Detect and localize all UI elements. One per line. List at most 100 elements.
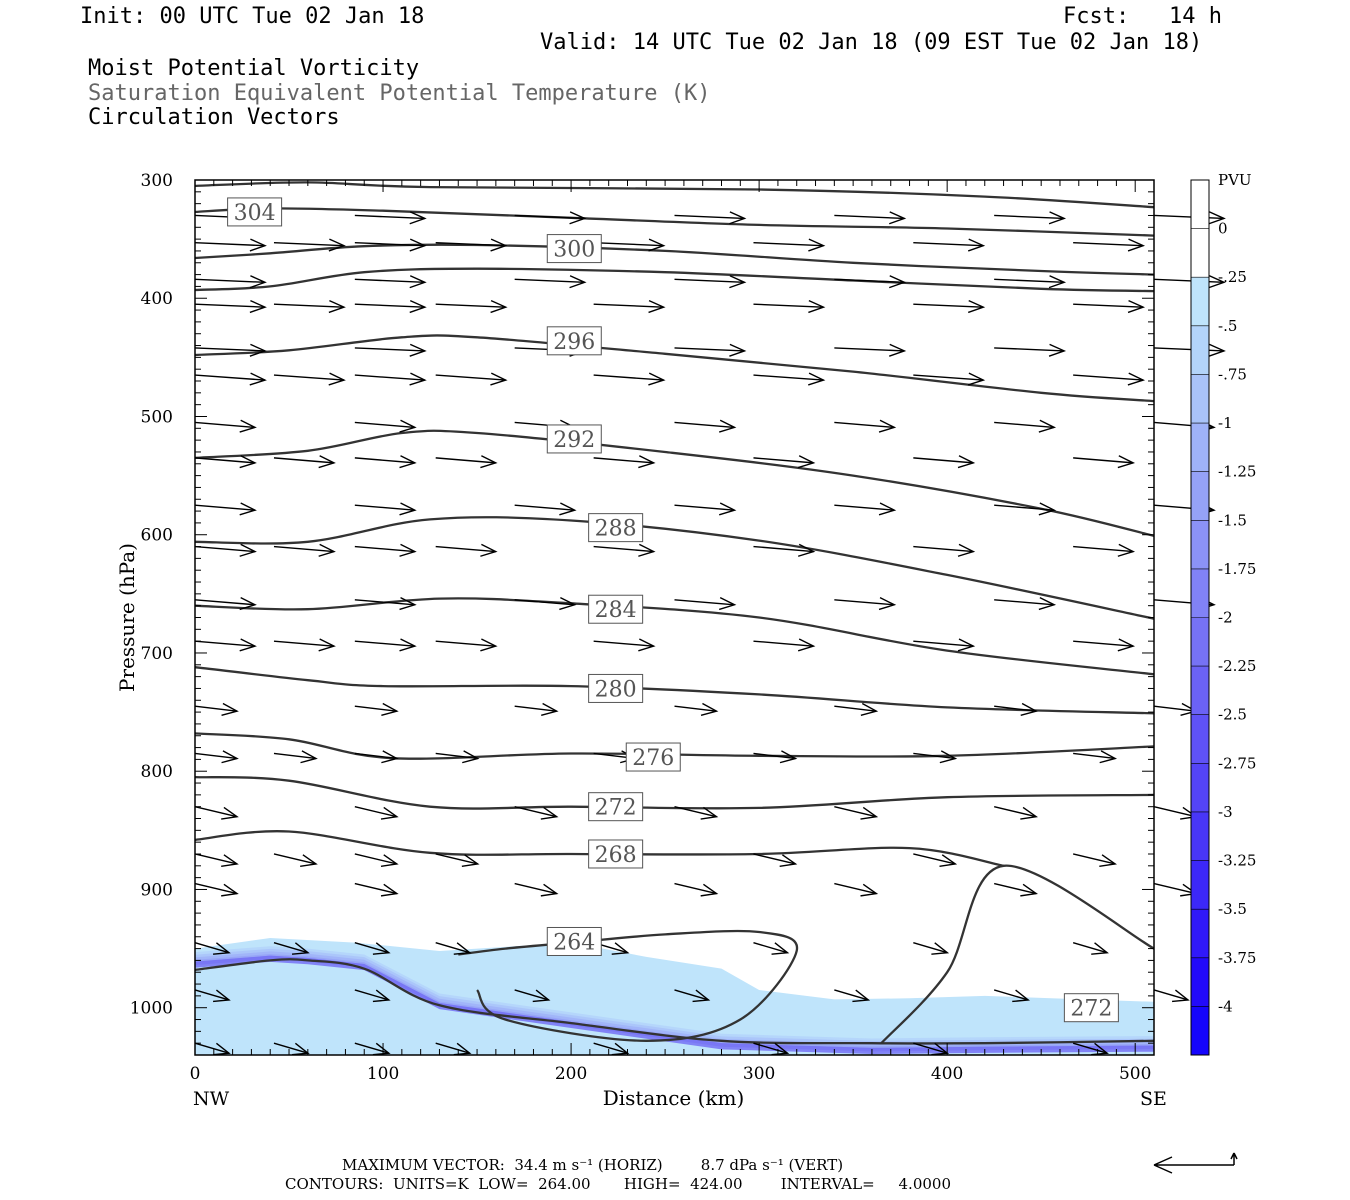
plot-frame: [194, 179, 1155, 1056]
x-end-label-se: SE: [1140, 1088, 1167, 1110]
contour-label: 276: [632, 746, 674, 771]
vector-arrow: [994, 211, 1067, 225]
vector-arrow: [753, 941, 790, 955]
vector-arrow: [194, 455, 257, 469]
colorbar-label: -2.5: [1218, 706, 1247, 724]
vector-arrow: [994, 275, 1067, 289]
vector-arrow: [674, 989, 711, 1003]
contour-label: 272: [1070, 997, 1112, 1022]
vector-arrow: [994, 806, 1039, 820]
contour-line-unlabeled-14: [194, 958, 1155, 1045]
vector-arrow: [194, 638, 257, 652]
reference-vector: [1153, 1152, 1238, 1174]
vector-arrow: [514, 596, 577, 611]
vector-arrow: [354, 750, 399, 764]
vector-arrow: [674, 806, 719, 820]
colorbar-swatch: [1191, 860, 1209, 910]
colorbar-label: -3: [1218, 803, 1233, 821]
contour-line-288: [194, 516, 1155, 620]
colorbar-label: -.5: [1218, 317, 1237, 335]
vector-arrow: [753, 543, 816, 557]
contour-label: 288: [595, 517, 637, 542]
colorbar-swatch: [1191, 811, 1209, 862]
pv-shade-0: [195, 937, 1154, 1055]
vector-arrow: [194, 502, 257, 516]
x-end-label-nw: NW: [193, 1088, 230, 1110]
vector-arrow: [194, 941, 231, 955]
x-axis-label: Distance (km): [603, 1086, 745, 1110]
vector-arrow: [435, 299, 508, 314]
vector-arrow: [354, 299, 427, 314]
vector-arrow: [913, 543, 976, 557]
contour-label: 264: [553, 930, 595, 955]
colorbar-swatch: [1191, 909, 1209, 959]
vector-arrow: [273, 372, 346, 386]
vector-arrow: [994, 596, 1057, 611]
x-tick-label: 400: [931, 1064, 963, 1084]
colorbar-label: -1.5: [1218, 511, 1247, 529]
vector-arrow: [593, 238, 666, 252]
vector-arrow: [273, 238, 346, 252]
vector-arrow: [194, 238, 267, 252]
vector-arrow: [194, 596, 257, 611]
vector-arrow: [194, 372, 267, 386]
contour-label: 272: [595, 796, 637, 821]
vector-arrow: [1073, 543, 1136, 557]
contour-label-box: [227, 197, 283, 227]
contour-line-268: [194, 830, 1004, 867]
vector-arrow: [514, 702, 559, 716]
colorbar-label: -3.5: [1218, 900, 1247, 918]
vector-arrow: [354, 372, 427, 386]
vector-arrow: [913, 941, 950, 955]
circulation-vectors: [194, 211, 1226, 1056]
vector-arrow: [593, 543, 656, 557]
contour-line-284: [194, 597, 1155, 676]
contour-line-304: [194, 181, 1155, 209]
vector-arrow: [994, 702, 1039, 716]
vector-arrow: [834, 275, 907, 289]
vector-arrow: [834, 419, 897, 433]
contour-line-276: [194, 732, 1155, 760]
contour-label-box: [588, 673, 644, 703]
vector-arrow: [354, 455, 417, 469]
colorbar-label: -2.75: [1218, 754, 1256, 772]
vector-arrow: [435, 638, 498, 652]
vector-arrow: [1153, 806, 1198, 820]
vector-arrow: [194, 1042, 231, 1056]
y-axis-label: Pressure (hPa): [115, 543, 139, 692]
contour-label-box: [625, 742, 681, 772]
vector-arrow: [753, 853, 798, 868]
y-tick-label: 300: [141, 171, 173, 191]
vector-arrow: [1073, 238, 1146, 252]
vector-arrow: [435, 238, 508, 252]
colorbar-swatch: [1191, 666, 1209, 716]
vector-arrow: [1073, 455, 1136, 469]
contour-line-296: [194, 334, 1155, 403]
y-tick-label: 1000: [130, 999, 173, 1019]
colorbar-label: -3.25: [1218, 852, 1256, 870]
forecast-hour: Fcst: 14 h: [1063, 4, 1222, 29]
vector-arrow: [514, 806, 559, 820]
valid-time: Valid: 14 UTC Tue 02 Jan 18 (09 EST Tue …: [540, 30, 1203, 55]
contour-label-box: [546, 424, 602, 454]
colorbar-label: -4: [1218, 997, 1233, 1015]
vector-arrow: [273, 750, 318, 764]
vector-arrow: [435, 543, 498, 557]
colorbar-label: -.75: [1218, 365, 1247, 383]
x-tick-label: 500: [1119, 1064, 1151, 1084]
colorbar-label: -2.25: [1218, 657, 1256, 675]
vector-arrow: [435, 372, 508, 386]
vector-arrow: [753, 372, 826, 386]
vector-arrow: [1072, 1042, 1109, 1056]
vector-arrow: [674, 502, 737, 516]
contour-label-box: [588, 839, 644, 869]
vector-arrow: [354, 596, 417, 611]
vector-arrow: [1072, 853, 1117, 868]
colorbar-swatch: [1191, 763, 1209, 813]
contour-line-272: [194, 775, 1155, 810]
contour-info: CONTOURS: UNITS=K LOW= 264.00 HIGH= 424.…: [285, 1175, 951, 1193]
colorbar-label: -1.75: [1218, 560, 1256, 578]
vector-arrow: [913, 853, 958, 868]
colorbar-label: -1: [1218, 414, 1233, 432]
colorbar-label: -1.25: [1218, 463, 1256, 481]
